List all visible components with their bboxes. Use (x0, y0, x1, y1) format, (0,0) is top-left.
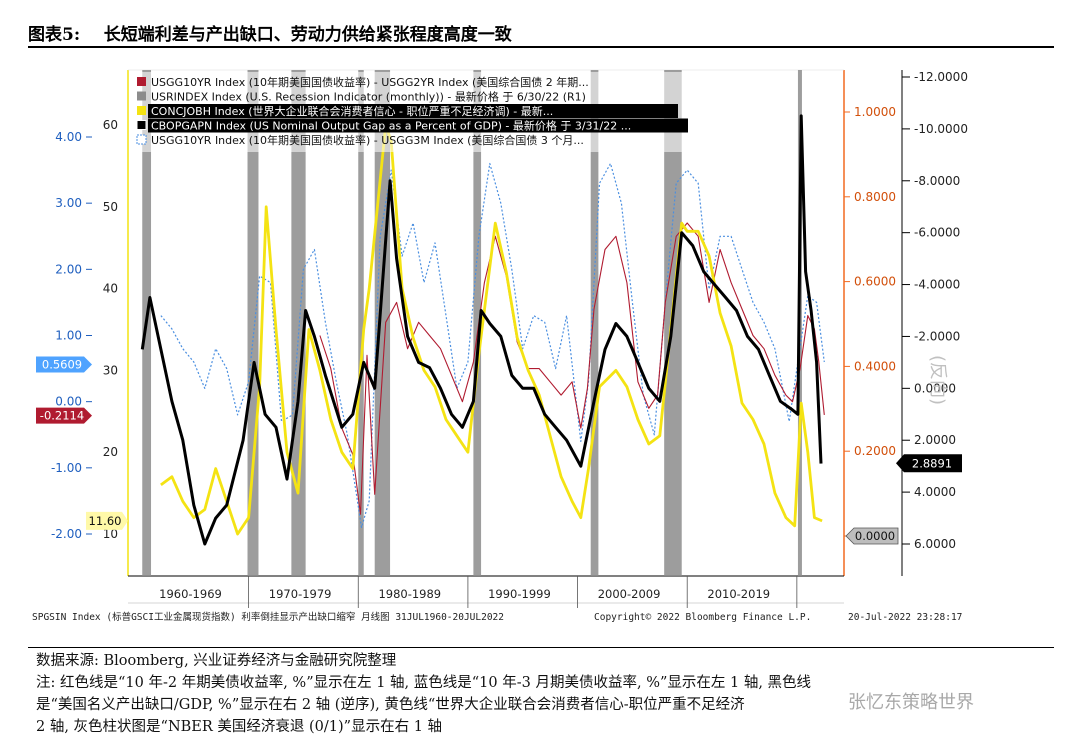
left1-tick-label-4: 0.00 (55, 395, 82, 409)
series-line-black (140, 114, 823, 546)
chart: 4.00 3.00 2.00 1.00 0.00 -1.00 -2.00 60 50 40 30 2… (32, 69, 968, 623)
figure-title: 图表5: 长短端利差与产出缺口、劳动力供给紧张程度高度一致 (28, 25, 512, 45)
decade-label-3: 1990-1999 (488, 587, 551, 601)
left1-tick-label-2: 2.00 (55, 262, 82, 276)
right2-axis: -12.0000 -10.0000 -8.0000 -6.0000 -4.0000 -2.… (902, 70, 968, 551)
right2-tick-label-9: 6.0000 (914, 537, 956, 551)
notes: 数据来源: Bloomberg, 兴业证券经济与金融研究院整理 注: 红色线是“… (36, 650, 1046, 738)
left1-tick-label-6: -2.00 (51, 527, 82, 541)
decade-label-2: 1980-1989 (378, 587, 441, 601)
footer-right: 20-Jul-2022 23:28:17 (848, 612, 962, 623)
right2-tick-label-5: -2.0000 (914, 329, 960, 343)
watermark: 张忆东策略世界 (848, 692, 974, 713)
left2-tick-label-3: 30 (103, 363, 118, 377)
decade-label-4: 2000-2009 (598, 587, 661, 601)
title-rule (28, 46, 1054, 48)
last-value-gray: 0.0000 (855, 529, 895, 543)
legend-entry-yellow: CONCJOBH Index (世界大企业联合会消费者信心 - 职位严重不足经济… (151, 104, 553, 118)
notes-source: 数据来源: Bloomberg, 兴业证券经济与金融研究院整理 (36, 653, 397, 669)
series-line-yellow (160, 123, 823, 536)
right2-tick-label-0: -12.0000 (914, 70, 968, 84)
recession-bar-3 (358, 70, 364, 576)
right2-tick-label-2: -8.0000 (914, 174, 960, 188)
decade-labels: 1960-1969 1970-1979 1980-1989 1990-1999 2000… (159, 576, 798, 608)
right2-tick-label-6: 0.0000 (914, 381, 956, 395)
last-value-red-shape (36, 407, 92, 424)
right-axis-vertical-label: (反向) (927, 355, 948, 405)
right2-tick-label-1: -10.0000 (914, 122, 968, 136)
right1-tick-label-3: 0.4000 (854, 359, 896, 373)
legend-swatch-yellow (137, 106, 146, 115)
recession-bar-1 (247, 70, 259, 576)
footer-left: SPGSIN Index (标普GSCI工业金属现货指数) 利率倒挂显示产出缺口… (32, 611, 504, 623)
legend-entry-black: CBOPGAPN Index (US Nominal Output Gap as… (151, 119, 631, 133)
left1-tick-label-3: 1.00 (55, 329, 82, 343)
left1-tick-label-1: 3.00 (55, 196, 82, 210)
recession-bar-5 (473, 70, 482, 576)
decade-label-0: 1960-1969 (159, 587, 222, 601)
last-value-labels: 0.5609 -0.2114 11.60 0.0000 2.8891 (36, 356, 962, 545)
right2-tick-label-3: -6.0000 (914, 226, 960, 240)
left2-tick-label-2: 40 (103, 282, 118, 296)
left1-tick-label-5: -1.00 (51, 461, 82, 475)
right1-axis: 1.0000 0.8000 0.6000 0.4000 0.2000 0.0000 (844, 105, 896, 543)
recession-bar-6 (590, 70, 599, 576)
footer-center: Copyright© 2022 Bloomberg Finance L.P. (594, 612, 811, 623)
right1-tick-label-2: 0.6000 (854, 275, 896, 289)
notes-line-2: 是“美国名义产出缺口/GDP, %”显示在右 2 轴 (逆序), 黄色线“世界大… (36, 697, 745, 713)
last-value-black-shape (896, 454, 962, 473)
left1-tick-label-0: 4.00 (55, 130, 82, 144)
left2-tick-label-1: 50 (103, 200, 118, 214)
last-value-yellow-shape (86, 511, 128, 530)
notes-line-1: 注: 红色线是“10 年-2 年期美债收益率, %”显示在左 1 轴, 蓝色线是… (36, 675, 812, 691)
legend-row-bg-3 (148, 118, 688, 133)
left2-axis: 60 50 40 30 20 10 (103, 118, 118, 541)
right2-tick-label-7: 2.0000 (914, 433, 956, 447)
left2-tick-label-0: 60 (103, 118, 118, 132)
left2-tick-label-4: 20 (103, 445, 118, 459)
legend-entry-red: USGG10YR Index (10年期美国国债收益率) - USGG2YR I… (151, 75, 589, 89)
last-value-yellow: 11.60 (89, 514, 122, 528)
last-value-blue: 0.5609 (42, 358, 82, 372)
last-value-gray-shape (845, 527, 899, 545)
legend-swatch-gray (137, 91, 146, 101)
right1-tick-label-1: 0.8000 (854, 190, 896, 204)
right2-tick-label-8: 4.0000 (914, 485, 956, 499)
right1-tick-label-0: 1.0000 (854, 105, 896, 119)
decade-label-1: 1970-1979 (269, 587, 332, 601)
legend-swatch-blue (136, 134, 147, 145)
legend-swatch-black (136, 120, 147, 130)
last-value-blue-shape (36, 356, 92, 373)
right1-tick-label-4: 0.2000 (854, 444, 896, 458)
series-lines (140, 114, 825, 546)
last-value-black: 2.8891 (912, 456, 952, 470)
legend-entry-blue: USGG10YR Index (10年期美国国债收益率) - USGG3M In… (151, 133, 584, 147)
legend: USGG10YR Index (10年期美国国债收益率) - USGG2YR I… (132, 72, 692, 152)
series-line-blue (160, 162, 825, 528)
notes-rule (28, 647, 1054, 648)
left1-axis: 4.00 3.00 2.00 1.00 0.00 -1.00 -2.00 (51, 130, 92, 541)
left2-tick-label-5: 10 (103, 527, 118, 541)
decade-label-5: 2010-2019 (707, 587, 770, 601)
right2-tick-label-4: -4.0000 (914, 278, 960, 292)
legend-entry-gray: USRINDEX Index (U.S. Recession Indicator… (151, 90, 586, 104)
notes-line-3: 2 轴, 灰色柱状图是“NBER 美国经济衰退 (0/1)”显示在右 1 轴 (36, 719, 443, 735)
series-line-red (319, 222, 825, 515)
legend-swatch-red (137, 77, 146, 86)
last-value-red: -0.2114 (40, 409, 84, 423)
legend-row-bg-2 (148, 104, 678, 118)
